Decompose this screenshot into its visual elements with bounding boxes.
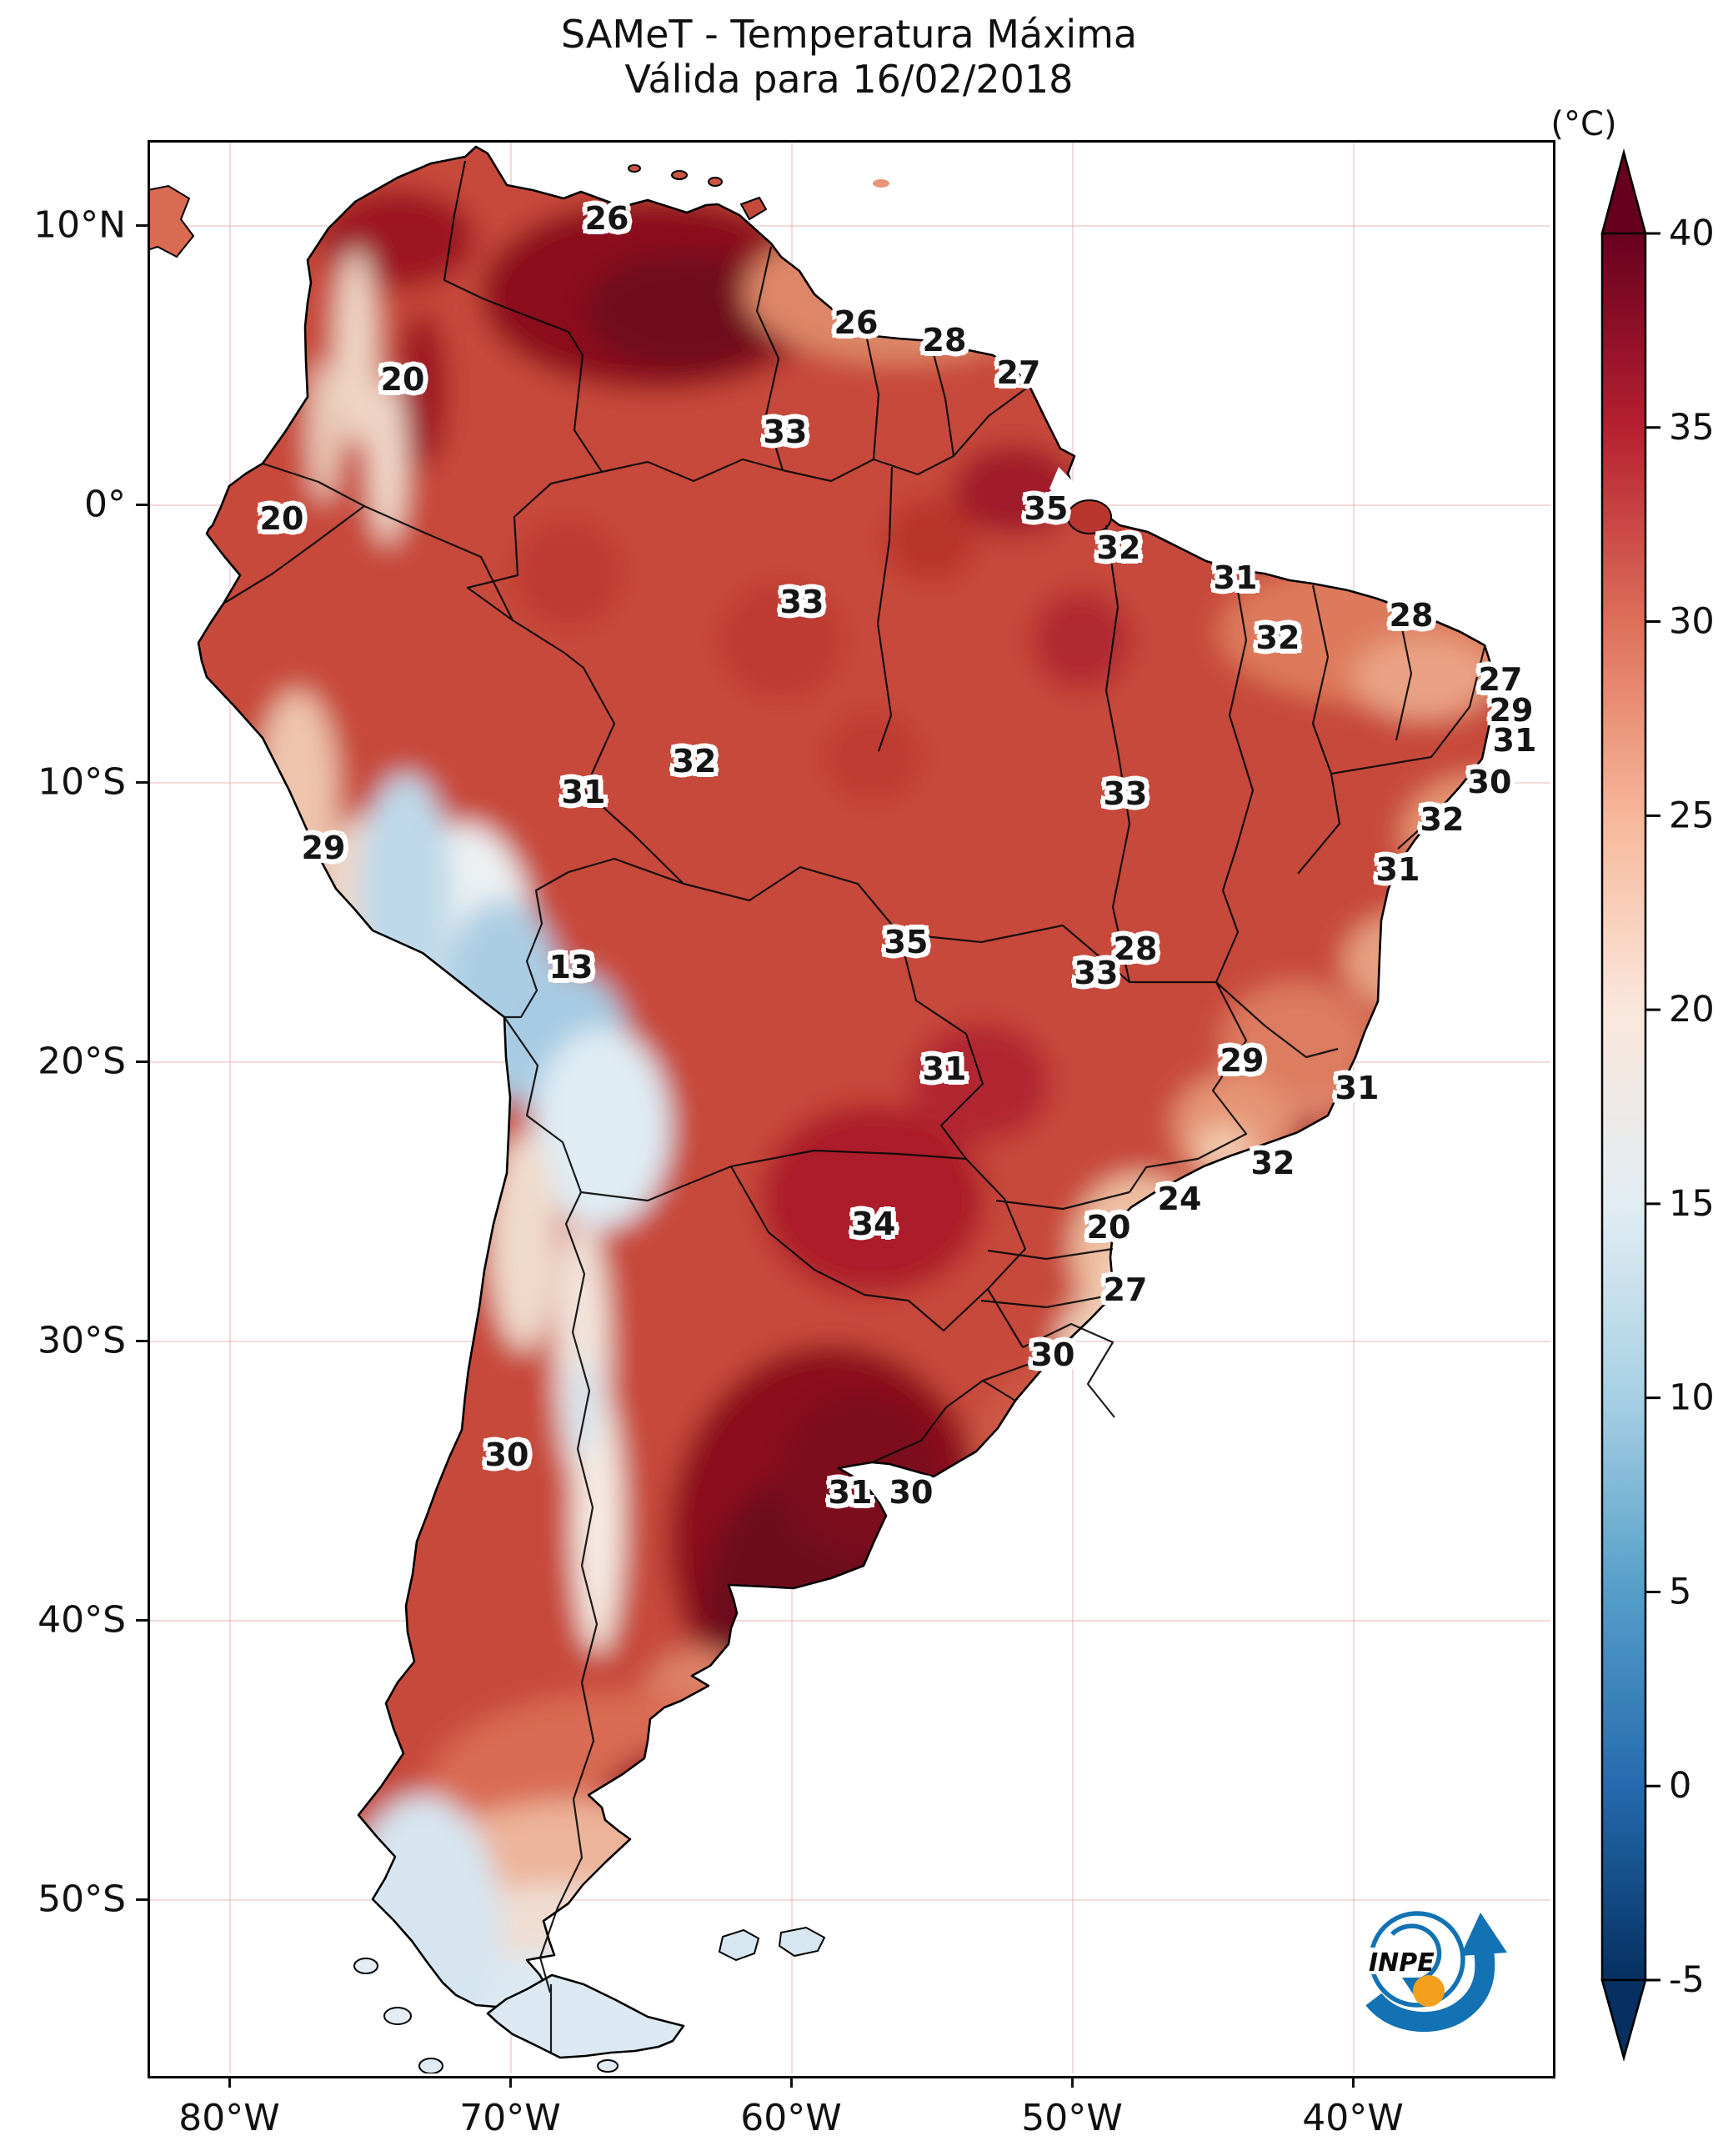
- logo-arrowhead: [1460, 1913, 1507, 1956]
- lat-axis-tick: [136, 224, 148, 227]
- colorbar-over-arrow: [1600, 148, 1647, 235]
- lon-grid-line: [229, 140, 231, 2073]
- lat-axis-label: 30°S: [38, 1319, 126, 1362]
- colorbar: 40 35 30 25 20 15 10 5 0 -5: [1600, 148, 1715, 2062]
- lat-grid-line: [148, 1620, 1550, 1622]
- south-america-map: [147, 145, 1503, 2074]
- lon-axis-label: 70°W: [459, 2097, 561, 2139]
- inpe-logo: INPE: [1365, 1911, 1507, 2033]
- colorbar-tick-label: -5: [1669, 1959, 1705, 2001]
- colorbar-under-arrow: [1600, 1978, 1647, 2062]
- lat-grid-line: [148, 225, 1550, 227]
- colorbar-unit-label: (°C): [1550, 105, 1617, 143]
- colorbar-tick-label: 10: [1669, 1377, 1715, 1419]
- borders: [223, 160, 1486, 2054]
- lon-axis-label: 60°W: [740, 2097, 842, 2139]
- lat-axis-tick: [136, 781, 148, 784]
- lon-axis-tick: [1352, 2076, 1355, 2088]
- colorbar-tick-label: 30: [1669, 601, 1715, 643]
- lon-grid-line: [1353, 140, 1355, 2073]
- lat-axis-tick: [136, 1619, 148, 1622]
- lat-axis-tick: [136, 1060, 148, 1063]
- lon-axis-label: 50°W: [1021, 2097, 1123, 2139]
- colorbar-tick-label: 0: [1669, 1765, 1691, 1807]
- lat-axis-label: 0°: [84, 483, 126, 526]
- lon-axis-label: 40°W: [1302, 2097, 1404, 2139]
- lat-axis-tick: [136, 1340, 148, 1342]
- amazon-mouth: [1049, 467, 1112, 534]
- lat-axis-tick: [136, 504, 148, 506]
- colorbar-tick-label: 25: [1669, 795, 1715, 836]
- lat-grid-line: [148, 1899, 1550, 1901]
- chart-subtitle: Válida para 16/02/2018: [624, 57, 1074, 102]
- logo-text: INPE: [1369, 1948, 1435, 1978]
- lat-axis-label: 40°S: [38, 1598, 126, 1642]
- lat-axis-label: 10°N: [33, 203, 126, 247]
- lat-axis-tick: [136, 1898, 148, 1901]
- colorbar-bar: [1600, 148, 1647, 2062]
- colorbar-tick-label: 15: [1669, 1183, 1715, 1225]
- lat-axis-label: 10°S: [38, 760, 126, 804]
- colorbar-tick-label: 5: [1669, 1571, 1691, 1612]
- lon-axis-tick: [509, 2076, 512, 2088]
- map-layer: [147, 140, 1550, 2074]
- logo-orange-dot: [1413, 1975, 1445, 2007]
- colorbar-tick-label: 35: [1669, 407, 1715, 449]
- colorbar-tick-label: 40: [1669, 213, 1715, 254]
- lat-axis-label: 20°S: [38, 1040, 126, 1083]
- islands: [147, 164, 889, 2074]
- coastline: [197, 145, 1503, 2059]
- temperature-field: [198, 147, 1501, 2058]
- lon-axis-tick: [228, 2076, 231, 2088]
- logo-text-backplate: [1365, 1948, 1425, 1974]
- lon-axis-tick: [790, 2076, 793, 2088]
- colorbar-tick-label: 20: [1669, 989, 1715, 1030]
- lon-axis-label: 80°W: [178, 2097, 280, 2139]
- logo-swoosh-arrow: [1365, 1949, 1495, 2033]
- lon-axis-tick: [1071, 2076, 1074, 2088]
- lat-axis-label: 50°S: [38, 1878, 126, 1921]
- chart-title: SAMeT - Temperatura Máxima: [560, 12, 1138, 57]
